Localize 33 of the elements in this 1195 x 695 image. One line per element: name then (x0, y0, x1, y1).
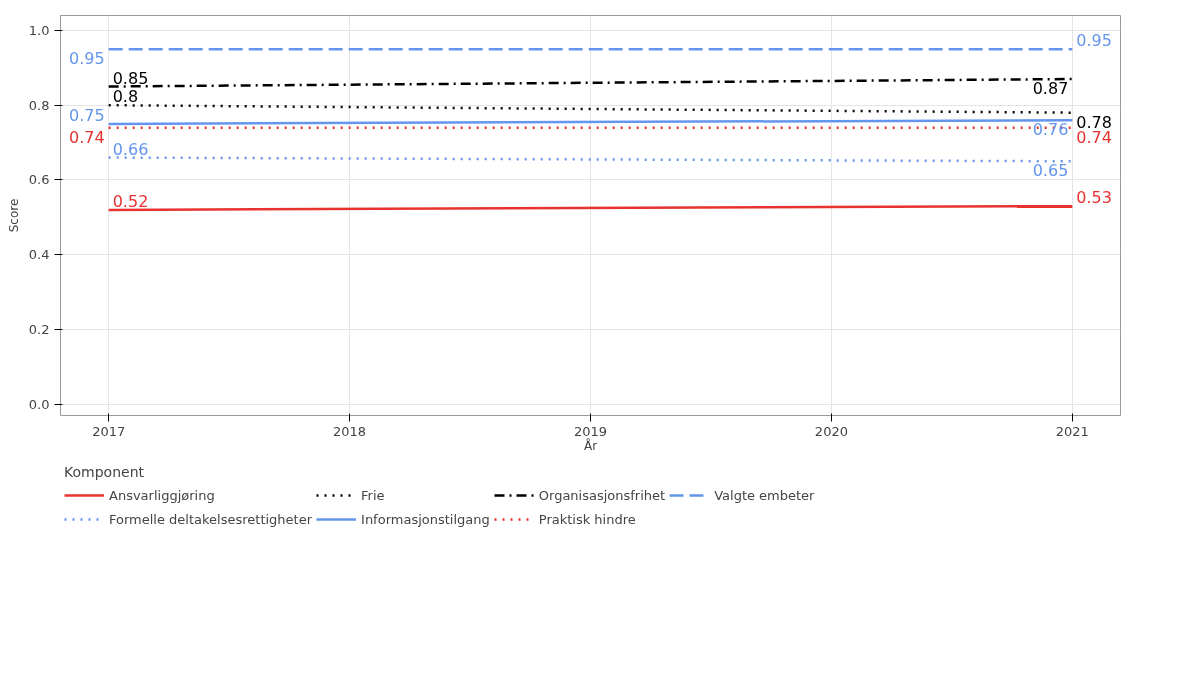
x-tick-label: 2019 (573, 423, 608, 439)
data-label: 0.52 (112, 191, 149, 211)
legend-label: Informasjonstilgang (361, 511, 490, 527)
legend-label: Praktisk hindre (538, 511, 636, 527)
data-label: 0.8 (112, 87, 139, 107)
y-tick-label: 0.8 (28, 97, 50, 113)
data-label: 0.87 (1032, 79, 1069, 99)
data-label: 0.76 (1032, 120, 1069, 140)
y-tick-label: 1.0 (28, 22, 50, 38)
data-label: 0.66 (112, 139, 149, 159)
legend-label: Valgte embeter (714, 487, 815, 503)
x-tick-label: 2018 (333, 423, 367, 439)
data-label: 0.85 (112, 68, 149, 88)
y-tick-label: 0.2 (28, 322, 50, 338)
legend-label: Formelle deltakelsesrettigheter (109, 511, 313, 527)
data-label: 0.53 (1076, 188, 1112, 208)
x-tick-label: 2021 (1055, 423, 1089, 439)
legend-label: Frie (361, 487, 386, 503)
x-tick-label: 2020 (814, 423, 848, 439)
data-label: 0.95 (69, 49, 105, 69)
data-label: 0.74 (69, 127, 105, 147)
y-axis-title: Score (6, 198, 21, 233)
x-axis-title: År (583, 437, 598, 453)
y-tick-label: 0.0 (28, 396, 50, 412)
legend-label: Organisasjonsfrihet (538, 487, 666, 503)
data-label: 0.95 (1076, 31, 1112, 51)
y-tick-label: 0.6 (28, 172, 50, 188)
legend-title: Komponent (64, 464, 145, 480)
legend-label: Ansvarliggjøring (109, 487, 215, 503)
data-label: 0.75 (69, 105, 105, 125)
data-label: 0.65 (1032, 161, 1069, 181)
y-tick-label: 0.4 (28, 247, 50, 263)
x-tick-label: 2017 (92, 423, 126, 439)
